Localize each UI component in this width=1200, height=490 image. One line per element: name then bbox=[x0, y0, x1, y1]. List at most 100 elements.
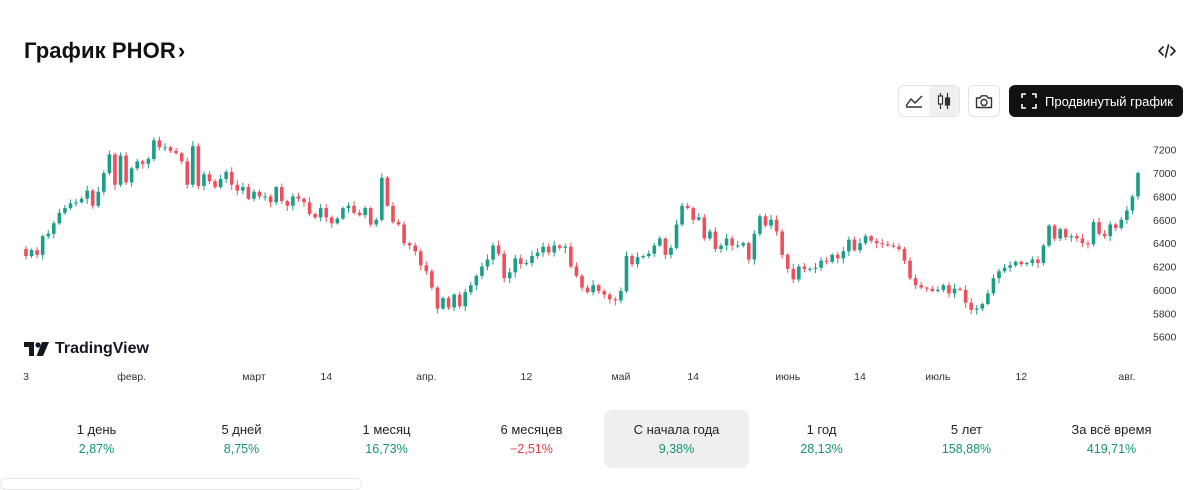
tradingview-logo: TradingView bbox=[24, 340, 149, 358]
candle-body bbox=[780, 231, 784, 255]
candle-body bbox=[785, 254, 790, 269]
y-tick-label: 7200 bbox=[1153, 145, 1177, 157]
candle-body bbox=[936, 289, 940, 292]
x-tick-label: март bbox=[242, 371, 266, 383]
candle-body bbox=[391, 205, 395, 223]
candle-body bbox=[1136, 173, 1140, 197]
period-1y[interactable]: 1 год 28,13% bbox=[749, 410, 894, 468]
period-change: 9,38% bbox=[658, 442, 695, 456]
candle-body bbox=[307, 202, 312, 214]
x-tick-label: 12 bbox=[521, 371, 533, 383]
candle-body bbox=[585, 287, 590, 293]
candlestick-chart[interactable]: 5600 5800 6000 6200 6400 6600 6800 7000 7200 3 фев… bbox=[0, 120, 1200, 390]
x-tick-label: 14 bbox=[320, 371, 332, 383]
candle-body bbox=[802, 266, 807, 269]
candle-body bbox=[613, 299, 618, 301]
code-icon bbox=[1158, 44, 1176, 58]
candle-body bbox=[279, 187, 284, 202]
candle-body bbox=[324, 208, 329, 218]
period-change: 2,87% bbox=[78, 442, 115, 456]
candle-body bbox=[596, 285, 601, 292]
candle-body bbox=[769, 219, 773, 226]
candle-body bbox=[341, 208, 345, 219]
candle-body bbox=[207, 174, 212, 182]
candle-body bbox=[797, 266, 801, 280]
candle-body bbox=[46, 233, 51, 237]
candle-body bbox=[85, 190, 89, 199]
candle-body bbox=[941, 285, 946, 290]
period-ytd[interactable]: С начала года 9,38% bbox=[604, 410, 749, 468]
candle-body bbox=[952, 288, 957, 294]
candle-body bbox=[863, 236, 868, 244]
candle-body bbox=[602, 291, 607, 295]
candle-body bbox=[446, 298, 451, 308]
candle-body bbox=[691, 208, 695, 220]
candle-body bbox=[491, 245, 495, 260]
candle-body bbox=[724, 238, 729, 246]
candle-body bbox=[635, 257, 640, 265]
candle-body bbox=[224, 171, 228, 179]
candle-body bbox=[469, 285, 473, 293]
y-tick-label: 7000 bbox=[1153, 168, 1177, 180]
candle-body bbox=[741, 243, 746, 246]
candle-body bbox=[1113, 224, 1118, 228]
candle-body bbox=[658, 238, 662, 246]
period-6m[interactable]: 6 месяцев −2,51% bbox=[459, 410, 604, 468]
candlestick-chart-button[interactable] bbox=[929, 86, 959, 116]
candle-body bbox=[118, 155, 123, 185]
candle-body bbox=[1125, 210, 1129, 220]
x-tick-label: май bbox=[611, 371, 630, 383]
y-tick-label: 6600 bbox=[1153, 215, 1177, 227]
candle-body bbox=[1041, 245, 1046, 264]
candle-body bbox=[102, 173, 106, 192]
candle-body bbox=[263, 196, 267, 198]
candle-body bbox=[274, 187, 278, 203]
candle-body bbox=[891, 245, 896, 247]
candle-body bbox=[541, 246, 545, 253]
candle-body bbox=[830, 254, 834, 262]
x-tick-label: 12 bbox=[1015, 371, 1027, 383]
period-1d[interactable]: 1 день 2,87% bbox=[24, 410, 169, 468]
candle-body bbox=[246, 187, 251, 199]
candle-body bbox=[774, 219, 779, 232]
candle-body bbox=[146, 159, 151, 164]
period-1m[interactable]: 1 месяц 16,73% bbox=[314, 410, 459, 468]
period-all[interactable]: За всё время 419,71% bbox=[1039, 410, 1184, 468]
candle-body bbox=[257, 191, 262, 197]
candle-body bbox=[285, 201, 290, 206]
candle-body bbox=[1030, 259, 1035, 264]
period-change: 8,75% bbox=[223, 442, 260, 456]
candle-body bbox=[841, 251, 846, 259]
period-5d[interactable]: 5 дней 8,75% bbox=[169, 410, 314, 468]
candle-body bbox=[1119, 219, 1124, 228]
period-change: 419,71% bbox=[1086, 442, 1137, 456]
candle-body bbox=[352, 205, 356, 213]
y-tick-label: 6200 bbox=[1153, 262, 1177, 274]
candle-body bbox=[858, 243, 862, 251]
candle-body bbox=[752, 233, 757, 260]
embed-code-button[interactable] bbox=[1156, 40, 1178, 62]
candle-body bbox=[474, 275, 479, 286]
candle-body bbox=[457, 294, 462, 307]
candle-body bbox=[229, 171, 234, 185]
candle-body bbox=[674, 224, 679, 248]
screenshot-button[interactable] bbox=[968, 85, 1000, 117]
candle-body bbox=[502, 253, 506, 279]
candle-body bbox=[652, 245, 657, 254]
candle-body bbox=[196, 146, 201, 186]
chart-type-toggle bbox=[898, 85, 960, 117]
candle-body bbox=[719, 245, 723, 249]
candle-body bbox=[1019, 261, 1024, 265]
x-tick-label: июнь bbox=[775, 371, 801, 383]
period-label: С начала года bbox=[633, 422, 720, 437]
area-chart-icon bbox=[905, 95, 923, 108]
candle-body bbox=[702, 217, 707, 239]
page-title[interactable]: График PHOR› bbox=[24, 38, 185, 64]
period-5y[interactable]: 5 лет 158,88% bbox=[894, 410, 1039, 468]
candle-body bbox=[580, 275, 584, 288]
advanced-chart-button[interactable]: Продвинутый график bbox=[1009, 85, 1183, 117]
candle-body bbox=[991, 278, 996, 294]
area-chart-button[interactable] bbox=[899, 86, 929, 116]
candle-body bbox=[608, 294, 612, 300]
candle-body bbox=[919, 285, 923, 288]
